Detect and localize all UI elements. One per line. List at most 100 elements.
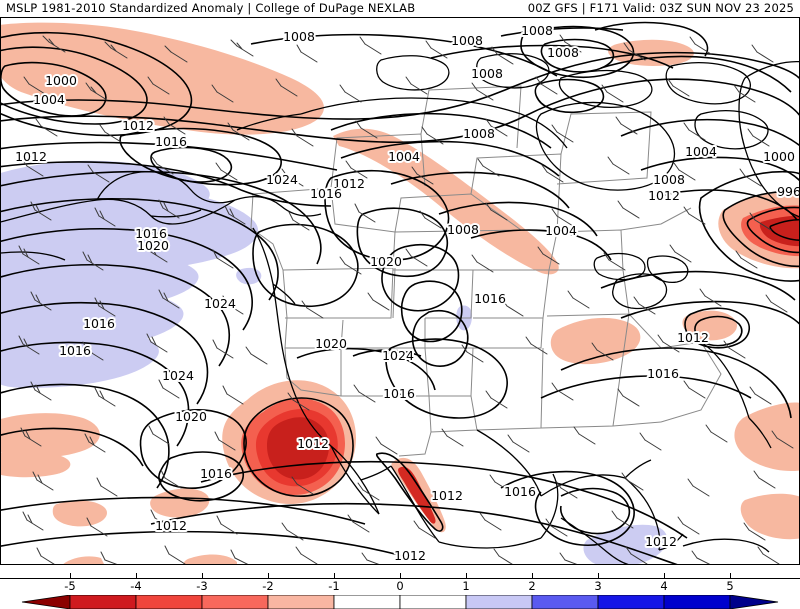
svg-text:1012: 1012 xyxy=(333,176,365,191)
colorbar-cell xyxy=(663,595,731,609)
svg-text:1020: 1020 xyxy=(370,254,402,269)
svg-text:1012: 1012 xyxy=(648,188,680,203)
svg-text:1008: 1008 xyxy=(471,66,503,81)
colorbar-extend-high xyxy=(729,595,779,609)
svg-text:1020: 1020 xyxy=(370,254,402,269)
colorbar-cell xyxy=(69,595,137,609)
svg-text:996: 996 xyxy=(777,184,800,199)
colorbar-cell xyxy=(135,595,203,609)
model-run-valid-label: 00Z GFS | F171 Valid: 03Z SUN NOV 23 202… xyxy=(527,1,794,15)
colorbar-cell xyxy=(201,595,269,609)
colorbar-extend-low xyxy=(21,595,71,609)
svg-text:1004: 1004 xyxy=(545,223,577,238)
colorbar-tick-label: 5 xyxy=(726,579,734,593)
svg-text:1012: 1012 xyxy=(431,488,463,503)
svg-text:1016: 1016 xyxy=(59,343,91,358)
svg-text:1012: 1012 xyxy=(394,548,426,563)
svg-text:1020: 1020 xyxy=(175,409,207,424)
svg-text:1024: 1024 xyxy=(162,368,194,383)
colorbar-tick-label: 3 xyxy=(594,579,602,593)
svg-text:1020: 1020 xyxy=(175,409,207,424)
svg-text:1012: 1012 xyxy=(155,518,187,533)
svg-text:1016: 1016 xyxy=(83,316,115,331)
colorbar-tick-mark xyxy=(664,573,665,578)
svg-text:1016: 1016 xyxy=(135,226,167,241)
colorbar-tick-mark xyxy=(70,573,71,578)
svg-text:1008: 1008 xyxy=(463,126,495,141)
colorbar-tick-label: -2 xyxy=(262,579,274,593)
svg-text:1004: 1004 xyxy=(388,149,420,164)
svg-text:1008: 1008 xyxy=(653,172,685,187)
svg-text:1016: 1016 xyxy=(59,343,91,358)
colorbar-tick-mark xyxy=(334,573,335,578)
svg-text:1016: 1016 xyxy=(200,466,232,481)
colorbar-swatches xyxy=(21,595,779,609)
svg-text:1008: 1008 xyxy=(653,172,685,187)
colorbar-tick-label: -3 xyxy=(196,579,208,593)
svg-text:1016: 1016 xyxy=(383,386,415,401)
svg-text:1000: 1000 xyxy=(45,73,77,88)
colorbar-gradient-bar[interactable] xyxy=(0,595,800,609)
colorbar-tick-label: -1 xyxy=(328,579,340,593)
svg-text:1008: 1008 xyxy=(447,222,479,237)
map-canvas[interactable]: 1000 1000 1004 1004 1008 1008 1008 1008 1008 1008… xyxy=(0,17,800,565)
svg-text:1016: 1016 xyxy=(474,291,506,306)
svg-text:1024: 1024 xyxy=(204,296,236,311)
colorbar-cell xyxy=(531,595,599,609)
svg-text:1016: 1016 xyxy=(647,366,679,381)
svg-text:1000: 1000 xyxy=(763,149,795,164)
colorbar-cell xyxy=(333,595,401,609)
svg-text:1016: 1016 xyxy=(504,484,536,499)
colorbar-tick-mark xyxy=(136,573,137,578)
svg-text:1016: 1016 xyxy=(383,386,415,401)
svg-text:1004: 1004 xyxy=(33,92,65,107)
colorbar[interactable]: -5 -4 -3 -2 -1 0 1 2 3 4 5 xyxy=(0,565,800,609)
colorbar-cell xyxy=(399,595,467,609)
colorbar-cell xyxy=(267,595,335,609)
svg-text:1016: 1016 xyxy=(647,366,679,381)
colorbar-cell xyxy=(465,595,533,609)
colorbar-tick-mark xyxy=(532,573,533,578)
svg-text:1016: 1016 xyxy=(200,466,232,481)
isobar-contours xyxy=(1,21,799,564)
svg-text:1020: 1020 xyxy=(137,238,169,253)
svg-text:1008: 1008 xyxy=(283,29,315,44)
svg-text:1024: 1024 xyxy=(266,172,298,187)
svg-text:1012: 1012 xyxy=(122,118,154,133)
svg-text:1012: 1012 xyxy=(333,176,365,191)
svg-text:1024: 1024 xyxy=(382,348,414,363)
negative-anomaly-shading xyxy=(1,22,799,564)
colorbar-cell xyxy=(597,595,665,609)
